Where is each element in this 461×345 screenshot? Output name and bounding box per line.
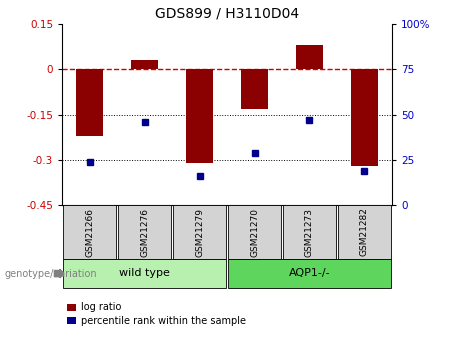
- Text: log ratio: log ratio: [81, 302, 121, 312]
- Bar: [63, 259, 226, 288]
- Text: percentile rank within the sample: percentile rank within the sample: [81, 316, 246, 326]
- Text: GSM21279: GSM21279: [195, 207, 204, 257]
- Text: GSM21276: GSM21276: [140, 207, 149, 257]
- Bar: [228, 259, 391, 288]
- Bar: [118, 205, 171, 259]
- Text: AQP1-/-: AQP1-/-: [289, 268, 330, 278]
- Text: GSM21282: GSM21282: [360, 208, 369, 256]
- Title: GDS899 / H3110D04: GDS899 / H3110D04: [155, 6, 299, 20]
- Bar: [173, 205, 226, 259]
- Bar: [351, 69, 378, 166]
- Bar: [63, 205, 116, 259]
- Bar: [131, 60, 159, 69]
- Bar: [228, 205, 281, 259]
- Bar: [283, 205, 336, 259]
- Bar: [76, 69, 103, 136]
- Text: genotype/variation: genotype/variation: [5, 269, 97, 278]
- Text: wild type: wild type: [119, 268, 170, 278]
- Bar: [338, 205, 391, 259]
- Text: GSM21270: GSM21270: [250, 207, 259, 257]
- Text: GSM21273: GSM21273: [305, 207, 314, 257]
- Text: GSM21266: GSM21266: [85, 207, 94, 257]
- Bar: [241, 69, 268, 109]
- Bar: [296, 45, 323, 69]
- Bar: [186, 69, 213, 163]
